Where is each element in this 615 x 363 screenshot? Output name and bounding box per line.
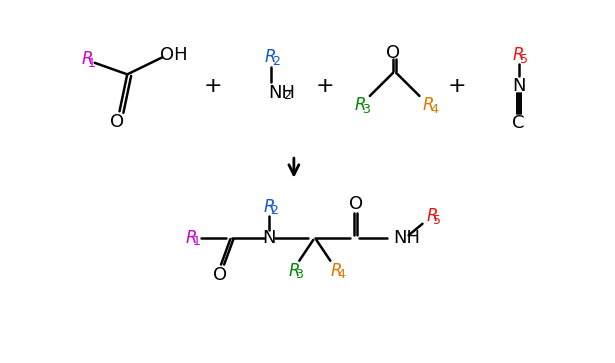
Text: +: + xyxy=(315,76,334,96)
Text: NH: NH xyxy=(393,229,420,246)
Text: O: O xyxy=(386,44,400,62)
Text: R: R xyxy=(81,50,93,68)
Text: R: R xyxy=(513,46,525,64)
Text: R: R xyxy=(288,262,300,280)
Text: 1: 1 xyxy=(88,57,96,70)
Text: R: R xyxy=(331,262,343,280)
Text: 1: 1 xyxy=(192,235,200,248)
Text: C: C xyxy=(512,114,525,132)
Text: R: R xyxy=(426,207,438,225)
Text: 2: 2 xyxy=(270,204,278,217)
Text: R: R xyxy=(186,229,197,246)
Text: O: O xyxy=(349,195,363,213)
Text: R: R xyxy=(265,48,276,66)
Text: OH: OH xyxy=(160,46,188,64)
Text: +: + xyxy=(447,76,466,96)
Text: 5: 5 xyxy=(433,214,441,227)
Text: 4: 4 xyxy=(430,103,438,116)
Text: 3: 3 xyxy=(295,268,303,281)
Text: NH: NH xyxy=(268,84,295,102)
Text: R: R xyxy=(263,198,275,216)
Text: N: N xyxy=(263,229,276,246)
Text: 3: 3 xyxy=(362,103,370,116)
Text: 4: 4 xyxy=(338,268,346,281)
Text: +: + xyxy=(203,76,222,96)
Text: R: R xyxy=(355,96,367,114)
Text: 2: 2 xyxy=(272,55,280,68)
Text: 2: 2 xyxy=(283,89,291,102)
Text: R: R xyxy=(423,96,434,114)
Text: O: O xyxy=(110,113,124,131)
Text: O: O xyxy=(213,266,228,284)
Text: N: N xyxy=(512,77,525,95)
Text: 5: 5 xyxy=(520,53,528,66)
